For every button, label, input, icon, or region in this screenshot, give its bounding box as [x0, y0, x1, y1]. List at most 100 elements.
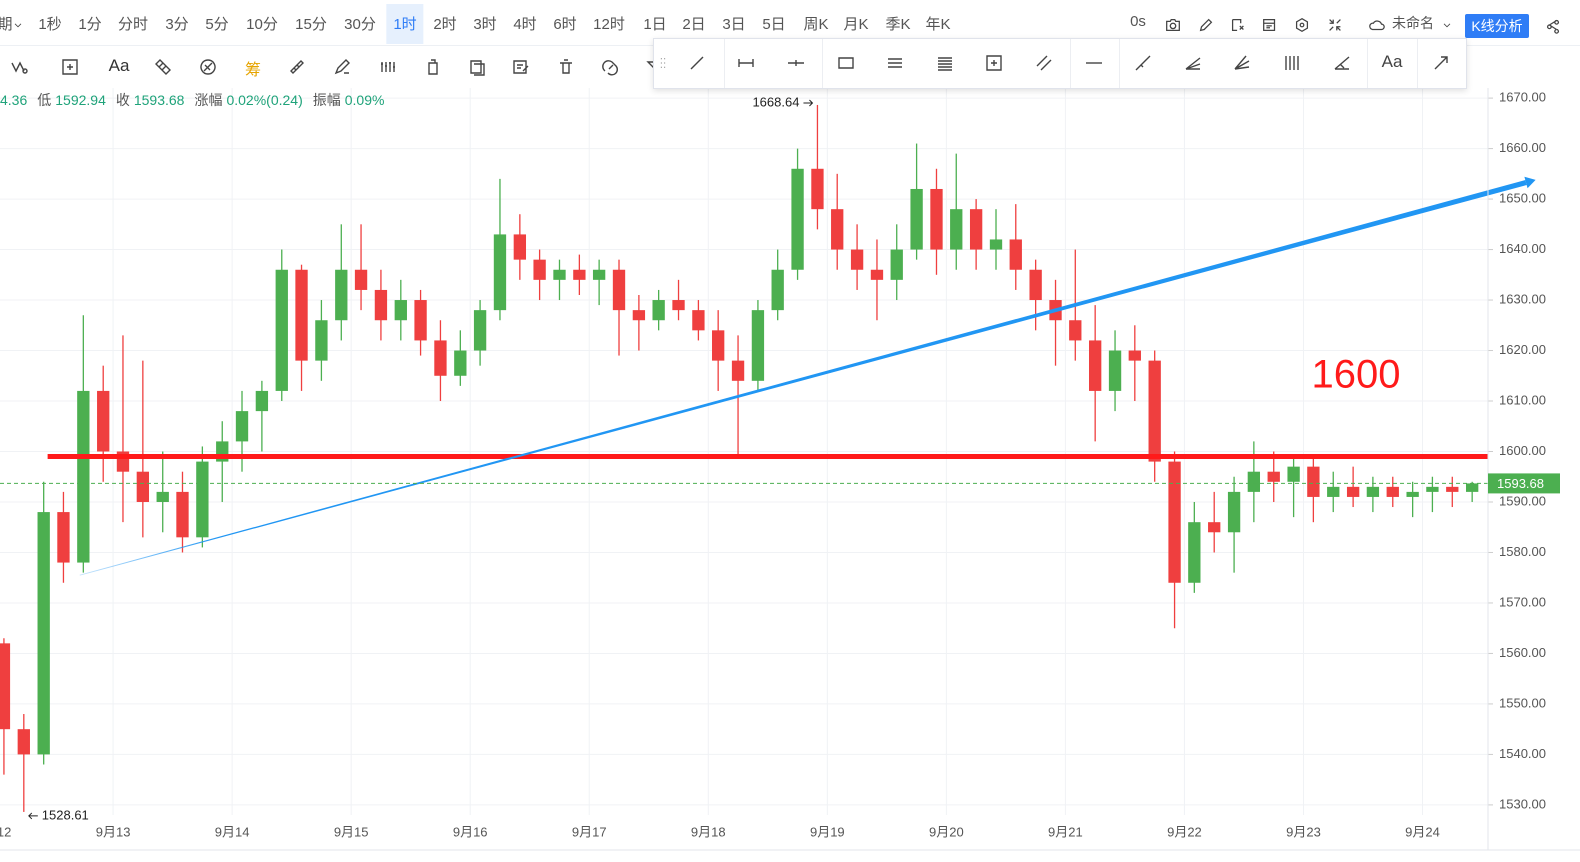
candle-body — [0, 643, 11, 730]
period-button[interactable]: 月K — [843, 16, 869, 33]
drawing-tool-icon[interactable] — [60, 57, 80, 77]
float-tool-icon[interactable] — [885, 53, 905, 73]
period-button[interactable]: 分时 — [117, 16, 149, 33]
drawing-tool-icon-shape — [155, 59, 171, 75]
top-tool-icon-shape — [1263, 18, 1276, 32]
candle-body — [553, 269, 566, 280]
font-tool[interactable]: Aa — [108, 56, 130, 75]
period-button[interactable]: 周K — [803, 16, 829, 33]
candle-body — [1128, 350, 1141, 361]
period-button[interactable]: 1分 — [78, 16, 102, 33]
period-button[interactable]: 3时 — [473, 16, 497, 33]
float-tool-icon[interactable] — [786, 53, 806, 73]
period-chevron[interactable] — [12, 19, 24, 31]
float-tool-icon[interactable] — [1183, 53, 1203, 73]
last-price-label: 1593.68 — [1497, 476, 1544, 491]
top-tool-icon[interactable] — [1261, 16, 1279, 34]
period-button[interactable]: 1秒 — [38, 16, 62, 33]
info-value: 0.02%(0.24) — [226, 92, 303, 108]
float-tool-icon-shape — [1334, 56, 1350, 70]
y-tick-label: 1630.00 — [1499, 291, 1546, 306]
layout-name[interactable]: 未命名 — [1392, 15, 1434, 31]
drawing-tool-icon[interactable] — [378, 57, 398, 77]
drawing-tool-icon[interactable] — [423, 57, 443, 77]
cloud-icon[interactable] — [1368, 16, 1386, 34]
period-button[interactable]: 2时 — [433, 16, 457, 33]
period-menu[interactable]: 期 — [0, 16, 13, 33]
period-button[interactable]: 1时 — [386, 4, 424, 44]
candle-body — [454, 350, 467, 376]
drawing-tool-icon[interactable] — [198, 57, 218, 77]
float-tool-icon[interactable] — [1133, 53, 1153, 73]
top-tool-icon[interactable] — [1229, 16, 1247, 34]
period-button[interactable]: 12时 — [593, 16, 625, 33]
drawing-tool-icon[interactable] — [153, 57, 173, 77]
drawing-tool-icon-shape — [602, 60, 619, 76]
period-button[interactable]: 4时 — [513, 16, 537, 33]
candle-body — [1029, 269, 1042, 301]
y-tick-label: 1580.00 — [1499, 544, 1546, 559]
float-tool-icon[interactable] — [1034, 53, 1054, 73]
top-tool-icon[interactable] — [1197, 16, 1215, 34]
period-button[interactable]: 15分 — [295, 16, 327, 33]
candle-body — [1386, 486, 1399, 497]
candle-body — [1267, 471, 1280, 482]
share-icon[interactable] — [1544, 16, 1562, 34]
float-tool-icon[interactable] — [1232, 53, 1252, 73]
y-tick-label: 1670.00 — [1499, 90, 1546, 105]
top-tool-icon[interactable] — [1293, 16, 1311, 34]
float-tool-icon[interactable] — [1282, 53, 1302, 73]
drawing-tool-icon[interactable] — [332, 57, 352, 77]
drawing-tool-icon[interactable] — [511, 57, 531, 77]
period-button[interactable]: 季K — [885, 16, 911, 33]
period-button[interactable]: 5日 — [762, 16, 786, 33]
top-tool-icon[interactable] — [1326, 16, 1344, 34]
float-tool-icon[interactable] — [1332, 53, 1352, 73]
period-button[interactable]: 1日 — [643, 16, 667, 33]
period-button[interactable]: 5分 — [205, 16, 229, 33]
candle-body — [1307, 466, 1320, 497]
drag-handle[interactable] — [656, 53, 670, 73]
period-button[interactable]: 3分 — [165, 16, 189, 33]
separator — [1367, 39, 1368, 88]
layout-chevron[interactable] — [1441, 19, 1453, 31]
candle-body — [652, 300, 665, 321]
drawing-tool-icon[interactable] — [600, 57, 620, 77]
period-button[interactable]: 6时 — [553, 16, 577, 33]
x-tick-label: 9月21 — [1048, 824, 1083, 839]
period-button[interactable]: 年K — [925, 16, 951, 33]
drawing-tool-icon[interactable] — [10, 57, 30, 77]
candle-body — [573, 269, 586, 280]
separator — [1417, 39, 1418, 88]
float-tool-icon-shape — [1434, 56, 1448, 70]
x-tick-label: 9月22 — [1167, 824, 1202, 839]
drawing-tool-icon-shape — [62, 59, 78, 75]
grid — [0, 88, 1488, 815]
candle-body — [235, 411, 249, 442]
candle-body — [672, 300, 685, 311]
float-tool-icon[interactable] — [1084, 53, 1104, 73]
drawing-tool-icon[interactable] — [467, 57, 487, 77]
timer: 0s — [1130, 13, 1146, 30]
float-tool-icon[interactable] — [984, 53, 1004, 73]
candle-body — [335, 269, 348, 321]
chip-tool[interactable]: 筹 — [244, 62, 262, 79]
float-tool-icon[interactable] — [687, 53, 707, 73]
analysis-button[interactable]: K线分析 — [1465, 14, 1529, 38]
float-tool-icon-shape — [690, 56, 704, 70]
top-tool-icon[interactable] — [1164, 16, 1182, 34]
text-tool[interactable]: Aa — [1381, 52, 1403, 71]
period-button[interactable]: 10分 — [246, 16, 278, 33]
period-button[interactable]: 2日 — [682, 16, 706, 33]
period-button[interactable]: 3日 — [722, 16, 746, 33]
info-value: 1592.94 — [55, 92, 106, 108]
separator — [1070, 39, 1071, 88]
float-tool-icon[interactable] — [935, 53, 955, 73]
candle-body — [791, 168, 804, 270]
period-button[interactable]: 30分 — [344, 16, 376, 33]
drawing-tool-icon[interactable] — [287, 57, 307, 77]
drawing-tool-icon[interactable] — [556, 57, 576, 77]
float-tool-icon[interactable] — [1431, 53, 1451, 73]
float-tool-icon[interactable] — [736, 53, 756, 73]
float-tool-icon[interactable] — [836, 53, 856, 73]
